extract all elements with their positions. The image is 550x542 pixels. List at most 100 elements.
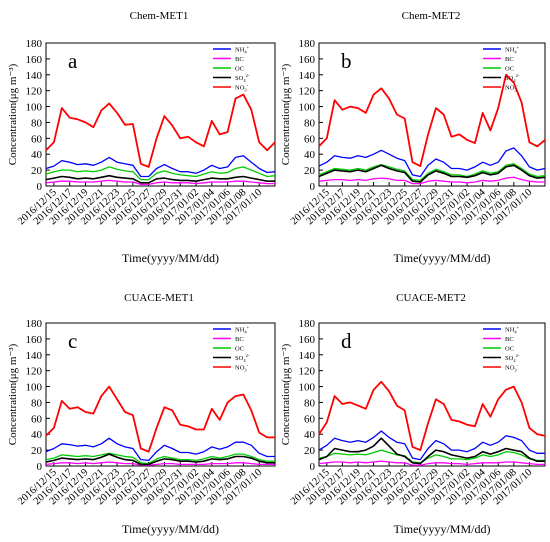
y-tick-label: 100 [299,102,316,114]
legend-label: NH4+ [505,45,520,55]
y-tick-label: 80 [304,117,316,129]
y-tick-label: 60 [304,413,316,425]
y-tick-label: 180 [26,318,43,330]
legend-label: BC [505,336,514,343]
x-axis-label: Time(yyyy/MM/dd) [122,251,219,265]
y-axis-label: Concentration(μg m⁻³) [7,343,19,445]
y-tick-label: 0 [37,461,43,473]
series-line-nh4- [45,437,275,462]
chart-title: Chem-MET2 [402,10,461,22]
series-line-so4-2- [318,164,546,183]
y-tick-label: 60 [31,133,43,145]
panel-letter: b [341,49,352,73]
chart-panel-b: Chem-MET2 b 0 20 40 60 80 100 120 140 160 180 Concen… [280,10,546,265]
y-tick-label: 60 [31,413,43,425]
y-tick-label: 160 [26,54,43,66]
plot-area-frame [318,322,546,467]
legend-label: OC [235,66,244,73]
y-tick-label: 0 [310,181,316,193]
y-axis-label: Concentration(μg m⁻³) [280,63,292,165]
legend-label: BC [235,336,244,343]
y-tick-label: 40 [31,149,43,161]
series-line-no3- [45,385,275,453]
y-tick-label: 20 [31,445,43,457]
y-tick-label: 180 [299,318,316,330]
y-tick-label: 140 [299,350,316,362]
series-line-so4-2- [45,174,275,184]
panel-letter: a [68,49,78,73]
panel-letter: c [68,329,77,353]
chart-panel-d: CUACE-MET2 d 0 20 40 60 80 100 120 140 160 180 Conce… [280,292,546,536]
y-tick-label: 100 [26,102,43,114]
y-tick-label: 180 [299,38,316,50]
y-tick-label: 20 [304,445,316,457]
panel-letter: d [341,329,352,353]
series-line-no3- [318,380,546,452]
series-line-so4-2- [318,437,545,465]
series-line-bc [318,460,545,466]
y-tick-label: 60 [304,133,316,145]
legend-label: NH4+ [235,45,250,55]
series-line-nh4- [318,147,546,178]
legend-label: BC [235,56,244,63]
y-tick-label: 120 [26,86,43,98]
legend-label: SO42- [505,353,520,363]
series-line-oc [318,163,546,182]
series-line-so4-2- [45,453,275,466]
series-line-bc [318,176,545,185]
legend-label: NH4+ [505,325,520,335]
series-line-bc [45,179,275,186]
series-line-oc [318,449,545,464]
plot-area-frame [45,42,276,187]
y-tick-label: 40 [31,429,43,441]
chart-title: CUACE-MET2 [396,292,466,304]
series-line-no3- [45,93,276,168]
legend-label: SO42- [235,353,250,363]
legend-label: NO3- [505,83,519,93]
plot-area-frame [45,322,276,467]
chart-panel-c: CUACE-MET1 c 0 20 40 60 80 100 120 140 160 180 Conce… [7,292,276,536]
y-tick-label: 140 [26,350,43,362]
series-line-oc [45,166,276,181]
series-line-bc [45,461,275,466]
x-axis-label: Time(yyyy/MM/dd) [394,522,491,536]
y-tick-label: 120 [26,366,43,378]
y-tick-label: 40 [304,429,316,441]
y-tick-label: 40 [304,149,316,161]
y-tick-label: 0 [37,181,43,193]
y-tick-label: 160 [299,54,316,66]
legend-label: BC [505,56,514,63]
legend-label: OC [235,346,244,353]
series-line-no3- [318,73,546,168]
y-tick-label: 160 [26,334,43,346]
legend-label: OC [505,346,514,353]
legend-label: NO3- [235,363,249,373]
chart-title: Chem-MET1 [130,10,189,22]
chart-panel-a: Chem-MET1 a 0 20 40 60 80 100 120 140 160 180 Concen… [7,10,276,265]
legend-label: SO42- [235,73,250,83]
y-tick-label: 140 [299,70,316,82]
y-tick-label: 20 [304,165,316,177]
series-line-nh4- [45,155,276,178]
y-tick-label: 160 [299,334,316,346]
y-tick-label: 120 [299,86,316,98]
x-axis-label: Time(yyyy/MM/dd) [122,522,219,536]
y-tick-label: 100 [299,382,316,394]
legend-label: SO42- [505,73,520,83]
x-axis-label: Time(yyyy/MM/dd) [394,251,491,265]
legend-label: NH4+ [235,325,250,335]
y-tick-label: 80 [31,117,43,129]
y-tick-label: 180 [26,38,43,50]
legend-label: OC [505,66,514,73]
y-tick-label: 80 [304,397,316,409]
y-tick-label: 0 [310,461,316,473]
y-axis-label: Concentration(μg m⁻³) [280,343,292,445]
y-axis-label: Concentration(μg m⁻³) [7,63,19,165]
y-tick-label: 20 [31,165,43,177]
chart-title: CUACE-MET1 [124,292,194,304]
y-tick-label: 120 [299,366,316,378]
series-line-oc [45,452,275,465]
y-tick-label: 100 [26,382,43,394]
plot-area-frame [318,42,546,187]
